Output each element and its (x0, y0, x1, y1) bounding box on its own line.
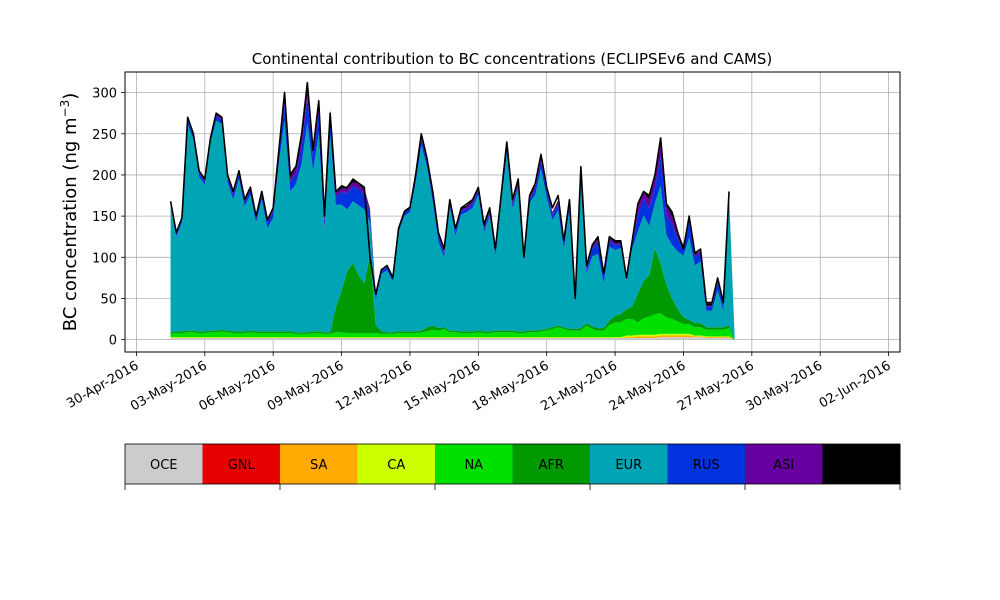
x-tick-label: 12-May-2016 (333, 358, 415, 414)
area-oce (170, 337, 878, 340)
y-tick-label: 50 (100, 292, 117, 307)
x-tick-label: 09-May-2016 (265, 358, 347, 414)
legend-label-asi: ASI (773, 458, 794, 473)
x-tick-label: 02-Jun-2016 (817, 358, 894, 411)
legend-swatch-gnl (202, 444, 281, 484)
x-tick-label: 06-May-2016 (196, 358, 278, 414)
legend-swatch-na (435, 444, 513, 484)
legend-swatch-sa (280, 444, 358, 484)
total-line-layer (169, 81, 730, 304)
y-axis-label-main: BC concentration (ng m (60, 117, 81, 331)
y-tick-label: 150 (92, 210, 117, 225)
y-tick-label: 250 (92, 128, 117, 143)
legend-label-sa: SA (310, 458, 327, 473)
y-tick-label: 100 (92, 251, 117, 266)
y-tick-label: 200 (92, 169, 117, 184)
y-tick-label: 300 (92, 87, 117, 102)
x-tick-label: 30-May-2016 (744, 358, 826, 414)
stacked-areas (170, 84, 878, 340)
area-afr (170, 248, 878, 340)
legend-label-rus: RUS (693, 458, 720, 473)
plot-frame (124, 71, 901, 353)
area-eur (170, 120, 878, 340)
legend-label-na: NA (464, 458, 483, 473)
chart-title: Continental contribution to BC concentra… (252, 50, 773, 68)
y-axis-label-close: ) (60, 93, 81, 100)
legend-swatch-eur (590, 444, 668, 484)
legend-label-gnl: GNL (228, 458, 256, 473)
y-axis-label-sup: −3 (58, 100, 72, 118)
legend-label-ca: CA (387, 458, 405, 473)
legend-swatch-oce (125, 444, 203, 484)
area-sa (170, 335, 878, 340)
legend-swatch-aus (822, 444, 901, 484)
y-axis-label: BC concentration (ng m−3) (58, 93, 81, 332)
x-tick-label: 27-May-2016 (675, 358, 757, 414)
x-tick-label: 24-May-2016 (607, 358, 689, 414)
legend-swatch-rus (667, 444, 746, 484)
x-tick-label: 18-May-2016 (470, 358, 552, 414)
legend-label-aus: AUS (848, 458, 875, 473)
legend-label-eur: EUR (615, 458, 642, 473)
legend-swatch-afr (512, 444, 591, 484)
x-tick-label: 15-May-2016 (402, 358, 484, 414)
legend-swatch-asi (745, 444, 823, 484)
total-line (169, 81, 730, 304)
y-tick-label: 0 (109, 334, 117, 349)
x-tick-label: 03-May-2016 (128, 358, 210, 414)
legend-label-afr: AFR (539, 458, 564, 473)
x-tick-label: 21-May-2016 (538, 358, 620, 414)
legend-frame (124, 443, 901, 485)
legend-label-oce: OCE (150, 458, 178, 473)
legend-swatch-ca (357, 444, 436, 484)
colorbar-legend: OCE GNL SA CA NA AFR EUR RUS ASI AUS (124, 443, 901, 490)
